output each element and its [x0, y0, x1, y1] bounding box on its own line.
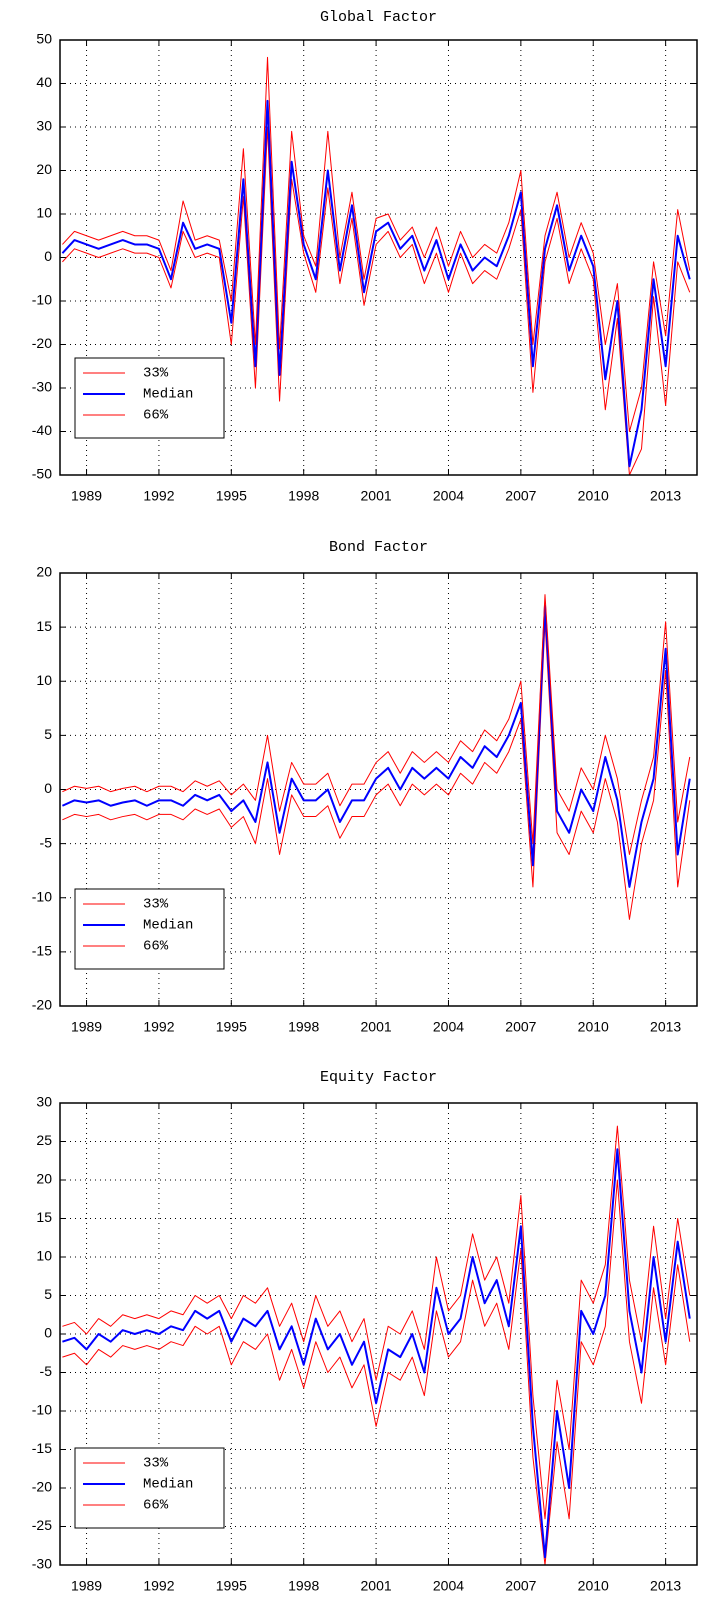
plot-frame — [59, 1102, 698, 1566]
series-line — [62, 1179, 691, 1566]
y-tick-label: 30 — [36, 1094, 52, 1110]
y-tick-label: 5 — [44, 726, 52, 742]
x-tick-label: 2004 — [433, 1019, 464, 1035]
x-tick-label: 1992 — [143, 488, 174, 504]
chart-title: Bond Factor — [329, 539, 428, 556]
y-tick-label: -50 — [32, 466, 52, 482]
x-tick-label: 2013 — [650, 1578, 681, 1594]
y-tick-label: -20 — [32, 335, 52, 351]
y-tick-label: 15 — [36, 618, 52, 634]
x-tick-label: 1992 — [143, 1019, 174, 1035]
series-line — [62, 126, 691, 476]
y-tick-label: 10 — [36, 672, 52, 688]
series-line — [62, 1148, 691, 1559]
x-tick-label: 2007 — [505, 1019, 536, 1035]
x-tick-label: 2010 — [578, 1019, 609, 1035]
legend-label: 66% — [143, 1498, 169, 1514]
x-tick-label: 1992 — [143, 1578, 174, 1594]
y-tick-label: 0 — [44, 248, 52, 264]
x-tick-label: 2007 — [505, 488, 536, 504]
x-tick-label: 2010 — [578, 488, 609, 504]
x-tick-label: 1989 — [71, 1019, 102, 1035]
y-tick-label: -20 — [32, 997, 52, 1013]
x-tick-label: 1995 — [216, 1578, 247, 1594]
y-tick-label: -5 — [40, 834, 53, 850]
x-tick-label: 1998 — [288, 1578, 319, 1594]
legend-label: 66% — [143, 939, 169, 955]
chart-title: Equity Factor — [320, 1069, 437, 1086]
y-tick-label: -15 — [32, 1440, 52, 1456]
y-tick-label: 30 — [36, 118, 52, 134]
legend-label: 33% — [143, 897, 169, 913]
x-tick-label: 1995 — [216, 488, 247, 504]
legend-box — [74, 1447, 225, 1529]
y-tick-label: -25 — [32, 1517, 52, 1533]
series-line — [62, 621, 691, 920]
legend-box — [74, 888, 225, 970]
plot-frame — [59, 39, 698, 476]
y-tick-label: -30 — [32, 1556, 52, 1572]
x-tick-label: 1995 — [216, 1019, 247, 1035]
y-tick-label: 40 — [36, 74, 52, 90]
chart-title: Global Factor — [320, 9, 437, 26]
x-tick-label: 2007 — [505, 1578, 536, 1594]
x-tick-label: 2001 — [361, 1578, 392, 1594]
y-tick-label: -10 — [32, 1402, 52, 1418]
legend-box — [74, 357, 225, 439]
y-tick-label: -20 — [32, 1479, 52, 1495]
plot-frame — [59, 572, 698, 1007]
y-tick-label: -40 — [32, 422, 52, 438]
legend-label: Median — [143, 1477, 193, 1493]
y-tick-label: 20 — [36, 564, 52, 580]
x-tick-label: 1998 — [288, 1019, 319, 1035]
y-tick-label: 20 — [36, 1171, 52, 1187]
legend-label: 33% — [143, 1456, 169, 1472]
y-tick-label: 5 — [44, 1286, 52, 1302]
x-tick-label: 1989 — [71, 1578, 102, 1594]
y-tick-label: 20 — [36, 161, 52, 177]
legend-label: Median — [143, 387, 193, 403]
y-tick-label: 0 — [44, 780, 52, 796]
x-tick-label: 1989 — [71, 488, 102, 504]
x-tick-label: 2004 — [433, 488, 464, 504]
legend-label: 33% — [143, 366, 169, 382]
y-tick-label: 50 — [36, 31, 52, 47]
y-tick-label: -5 — [40, 1363, 53, 1379]
series-line — [61, 99, 691, 468]
x-tick-label: 2010 — [578, 1578, 609, 1594]
x-tick-label: 1998 — [288, 488, 319, 504]
legend-label: Median — [143, 918, 193, 934]
series-line — [62, 1125, 691, 1520]
y-tick-label: 15 — [36, 1209, 52, 1225]
legend-label: 66% — [143, 408, 169, 424]
x-tick-label: 2013 — [650, 488, 681, 504]
series-line — [62, 56, 691, 432]
y-tick-label: -10 — [32, 292, 52, 308]
x-tick-label: 2001 — [361, 488, 392, 504]
series-line — [62, 594, 691, 855]
y-tick-label: -15 — [32, 943, 52, 959]
y-tick-label: 25 — [36, 1132, 52, 1148]
series-line — [62, 604, 691, 888]
y-tick-label: 10 — [36, 1248, 52, 1264]
x-tick-label: 2013 — [650, 1019, 681, 1035]
x-tick-label: 2004 — [433, 1578, 464, 1594]
y-tick-label: 10 — [36, 205, 52, 221]
y-tick-label: 0 — [44, 1325, 52, 1341]
x-tick-label: 2001 — [361, 1019, 392, 1035]
y-tick-label: -30 — [32, 379, 52, 395]
y-tick-label: -10 — [32, 888, 52, 904]
